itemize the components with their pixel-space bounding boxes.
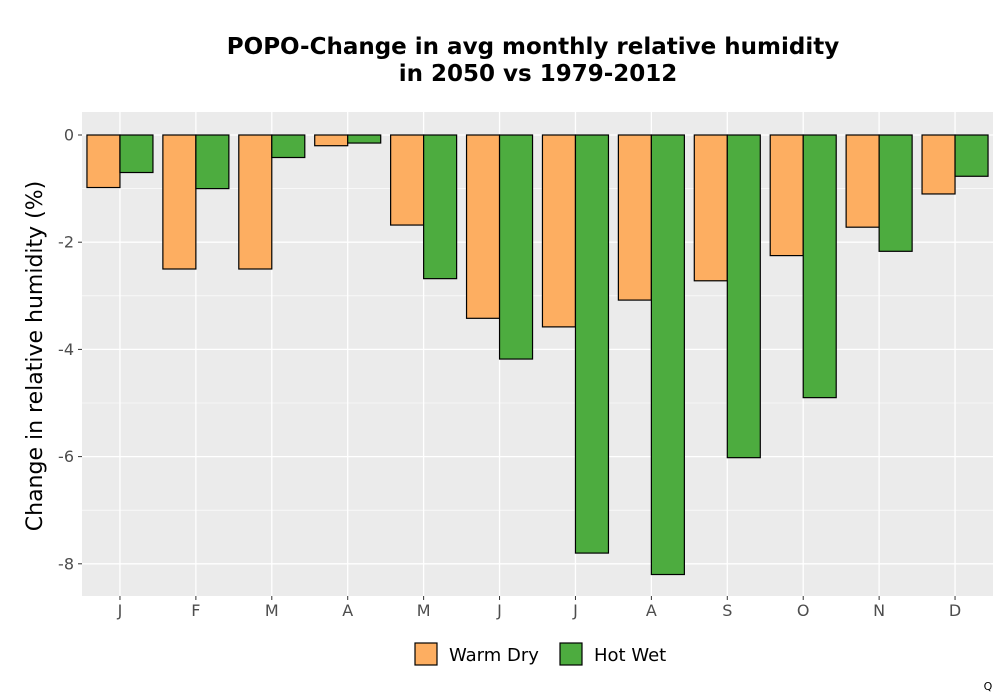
legend-key-hot-wet — [559, 642, 583, 666]
x-tick-label: J — [572, 601, 578, 620]
bar-warm-dry — [86, 134, 121, 189]
bar-warm-dry — [617, 134, 652, 301]
y-axis-title: Change in relative humidity (%) — [23, 181, 48, 531]
bar-warm-dry — [390, 134, 425, 226]
bar-hot-wet — [726, 134, 761, 459]
x-tick-label: S — [722, 601, 732, 620]
y-tick-label: -4 — [58, 340, 74, 359]
bar-warm-dry — [769, 134, 804, 257]
bar-hot-wet — [119, 134, 154, 174]
x-tick-label: A — [342, 601, 353, 620]
x-tick-label: N — [873, 601, 885, 620]
y-tick-label: -2 — [58, 233, 74, 252]
bar-warm-dry — [693, 134, 728, 282]
bar-hot-wet — [802, 134, 837, 399]
bar-hot-wet — [347, 134, 382, 144]
x-tick-label: F — [191, 601, 200, 620]
chart-subtitle: in 2050 vs 1979-2012 — [399, 61, 678, 87]
y-tick-label: -8 — [58, 554, 74, 573]
bar-warm-dry — [541, 134, 577, 328]
y-tick-label: -6 — [58, 447, 74, 466]
bar-hot-wet — [954, 134, 989, 177]
bar-hot-wet — [650, 134, 685, 576]
legend-label: Hot Wet — [594, 645, 666, 666]
bar-hot-wet — [423, 134, 458, 280]
bar-warm-dry — [921, 134, 956, 195]
x-tick-label: M — [417, 601, 431, 620]
bar-hot-wet — [574, 134, 610, 554]
plot-panel — [82, 112, 993, 596]
x-tick-label: D — [949, 601, 961, 620]
corner-mark: Q — [984, 680, 993, 693]
y-tick-label: 0 — [64, 126, 74, 145]
chart-title: POPO-Change in avg monthly relative humi… — [227, 34, 839, 60]
bar-hot-wet — [878, 134, 913, 252]
bar-hot-wet — [271, 134, 306, 159]
bar-warm-dry — [162, 134, 197, 270]
x-tick-label: J — [117, 601, 123, 620]
legend-key-warm-dry — [414, 642, 438, 666]
x-tick-label: M — [265, 601, 279, 620]
x-tick-label: J — [496, 601, 502, 620]
bar-warm-dry — [465, 134, 501, 319]
x-tick-label: A — [646, 601, 657, 620]
bar-hot-wet — [195, 134, 230, 190]
bar-warm-dry — [845, 134, 880, 228]
bar-warm-dry — [238, 134, 273, 270]
x-tick-label: O — [797, 601, 810, 620]
legend: Warm Dry Hot Wet — [414, 642, 666, 666]
y-axis: 0 -2 -4 -6 -8 — [58, 126, 82, 573]
bar-warm-dry — [314, 134, 349, 147]
bar-hot-wet — [498, 134, 534, 360]
legend-label: Warm Dry — [449, 645, 539, 666]
bars — [86, 134, 989, 576]
